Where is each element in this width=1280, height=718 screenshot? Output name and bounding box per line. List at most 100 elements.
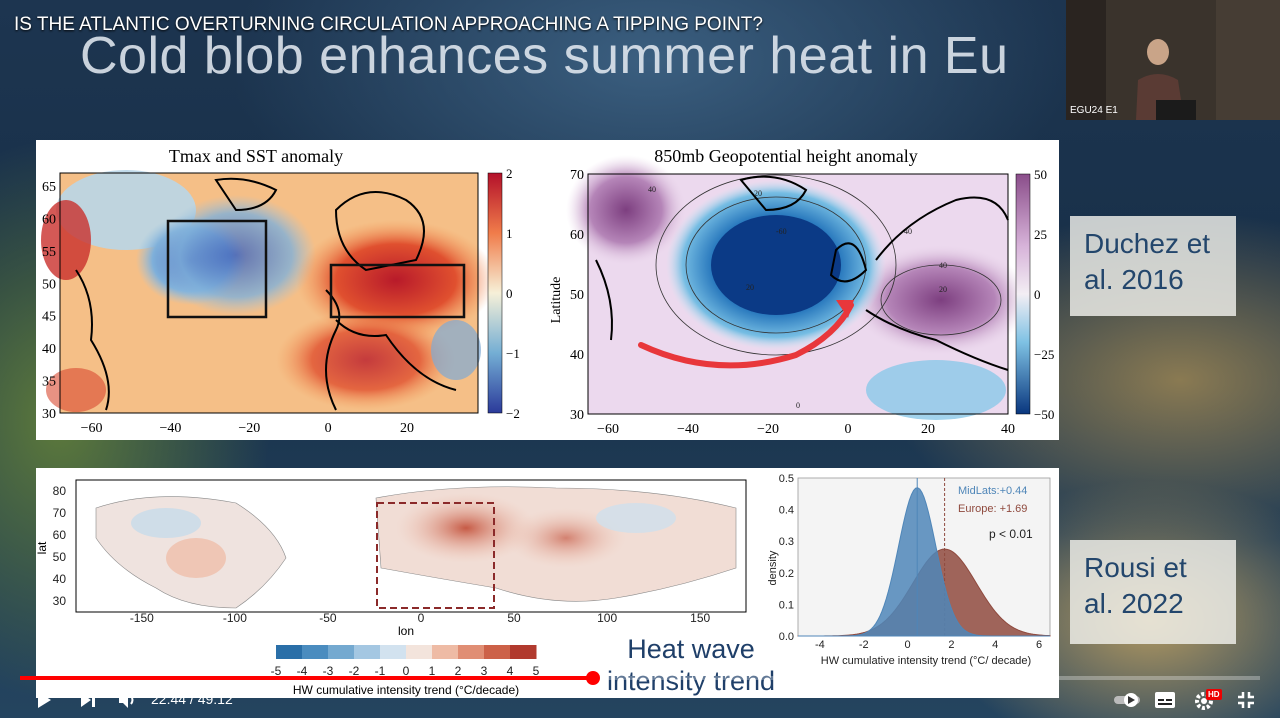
hw-colorbar-segment <box>354 645 381 659</box>
progress-scrubber[interactable] <box>585 671 600 685</box>
left-colorbar-tick: −2 <box>506 406 520 421</box>
video-title[interactable]: IS THE ATLANTIC OVERTURNING CIRCULATION … <box>14 14 763 35</box>
settings-icon[interactable] <box>1194 690 1218 712</box>
hw-colorbar-tick: 0 <box>403 664 410 678</box>
density-xtick: 6 <box>1036 639 1042 651</box>
reference-rousi: Rousi et al. 2022 <box>1070 540 1236 644</box>
hw-colorbar-tick: 4 <box>507 664 514 678</box>
left-colorbar-tick: 0 <box>506 286 513 301</box>
density-xtick: 4 <box>992 639 998 651</box>
hw-colorbar-segment <box>302 645 329 659</box>
left-colorbar-tick: 1 <box>506 226 513 241</box>
camera-label: EGU24 E1 <box>1070 105 1118 116</box>
contour-label: 20 <box>754 189 762 198</box>
hw-colorbar-segment <box>328 645 355 659</box>
left-map-xtick: −40 <box>159 421 181 436</box>
time-display: 22:44 / 49:12 <box>151 691 233 707</box>
reference-duchez-line2: al. 2016 <box>1084 264 1184 295</box>
hw-colorbar-tick: 1 <box>429 664 436 678</box>
world-map-xtick: -100 <box>223 611 247 625</box>
speaker-camera-inset: EGU24 E1 <box>1066 0 1280 120</box>
hw-colorbar-tick: 2 <box>455 664 462 678</box>
left-map-ytick: 55 <box>42 245 56 260</box>
density-xtick: 0 <box>905 639 911 651</box>
contour-label: 40 <box>939 261 947 270</box>
right-colorbar-tick: 25 <box>1034 227 1047 242</box>
density-ytick: 0.2 <box>779 568 794 580</box>
left-map-ytick: 30 <box>42 407 56 422</box>
density-xtick: -2 <box>859 639 869 651</box>
left-map-xtick: 20 <box>400 421 414 436</box>
hw-colorbar-tick: 5 <box>533 664 540 678</box>
right-map-ytick: 50 <box>570 288 584 303</box>
left-map-ytick: 50 <box>42 277 56 292</box>
world-map-ytick: 30 <box>53 594 67 608</box>
left-colorbar-tick: 2 <box>506 166 513 181</box>
reference-duchez-line1: Duchez et <box>1084 228 1211 259</box>
hw-colorbar-segment <box>406 645 433 659</box>
hw-colorbar-tick: 3 <box>481 664 488 678</box>
contour-label: 0 <box>796 401 800 410</box>
world-map-ytick: 50 <box>53 550 67 564</box>
heat-wave-label-line1: Heat wave <box>627 634 755 664</box>
density-ytick: 0.4 <box>779 505 794 517</box>
cold-box <box>166 219 268 319</box>
hw-colorbar-tick: -5 <box>271 664 282 678</box>
hw-colorbar-tick: -3 <box>323 664 334 678</box>
world-map-xtick: -50 <box>319 611 337 625</box>
right-map-xtick: −60 <box>597 422 619 437</box>
left-map-plot <box>41 170 496 414</box>
contour-label: 40 <box>648 185 656 194</box>
density-ytick: 0.5 <box>779 473 794 485</box>
world-map-ytick: 60 <box>53 528 67 542</box>
right-colorbar-tick: −25 <box>1034 347 1054 362</box>
reference-rousi-line2: al. 2022 <box>1084 588 1184 619</box>
density-ytick: 0.0 <box>779 631 794 643</box>
heat-wave-label: Heat wave intensity trend <box>598 633 784 697</box>
left-colorbar <box>487 172 503 414</box>
heat-wave-label-line2: intensity trend <box>606 666 776 696</box>
density-ytick: 0.3 <box>779 536 794 548</box>
contour-label: 20 <box>746 283 754 292</box>
density-ytick: 0.1 <box>779 599 794 611</box>
hw-colorbar-segment <box>484 645 511 659</box>
hw-colorbar-segment <box>432 645 459 659</box>
progress-played <box>20 676 593 680</box>
contour-label: 20 <box>939 285 947 294</box>
left-map-ytick: 45 <box>42 310 56 325</box>
world-map-plot <box>75 479 747 613</box>
world-map-xtick: 0 <box>418 611 425 625</box>
right-map-plot <box>566 155 1031 420</box>
bottom-figure-panel: -150 -100 -50 0 50 100 150 80 70 60 50 40 30 lon la… <box>35 468 1059 698</box>
hd-badge: HD <box>1206 689 1222 700</box>
hw-colorbar-tick: -4 <box>297 664 308 678</box>
reference-rousi-line1: Rousi et <box>1084 552 1187 583</box>
world-map-xtick: 50 <box>507 611 521 625</box>
left-map-ytick: 65 <box>42 180 56 195</box>
right-colorbar-tick: 50 <box>1034 167 1047 182</box>
right-map-xtick: −20 <box>757 422 779 437</box>
right-map-ytick: 30 <box>570 408 584 423</box>
right-map-title: 850mb Geopotential height anomaly <box>654 146 917 166</box>
exit-fullscreen-icon[interactable] <box>1236 690 1256 710</box>
autoplay-toggle[interactable] <box>1112 690 1142 710</box>
next-icon[interactable] <box>78 690 98 710</box>
world-map-ytick: 40 <box>53 572 67 586</box>
progress-bar[interactable] <box>20 676 1260 680</box>
hw-colorbar-segment <box>510 645 537 659</box>
world-map-ytick: 80 <box>53 484 67 498</box>
hw-colorbar-tick: -1 <box>375 664 386 678</box>
right-map-xtick: 40 <box>1001 422 1015 437</box>
right-map-ytick: 40 <box>570 348 584 363</box>
world-map-xtick: 100 <box>597 611 617 625</box>
world-map-xtick: -150 <box>130 611 154 625</box>
p-value-annotation: p < 0.01 <box>989 527 1033 541</box>
play-icon[interactable] <box>34 690 54 710</box>
subtitles-icon[interactable] <box>1154 690 1176 710</box>
hw-colorbar-label: HW cumulative intensity trend (°C/decade… <box>293 683 519 697</box>
left-map-ytick: 35 <box>42 375 56 390</box>
legend-midlats: MidLats:+0.44 <box>958 485 1027 497</box>
top-figure-panel: Tmax and SST anomaly 65 60 55 50 45 40 35 30 −6… <box>36 140 1059 440</box>
volume-icon[interactable] <box>116 689 138 711</box>
contour-label: -60 <box>776 227 787 236</box>
